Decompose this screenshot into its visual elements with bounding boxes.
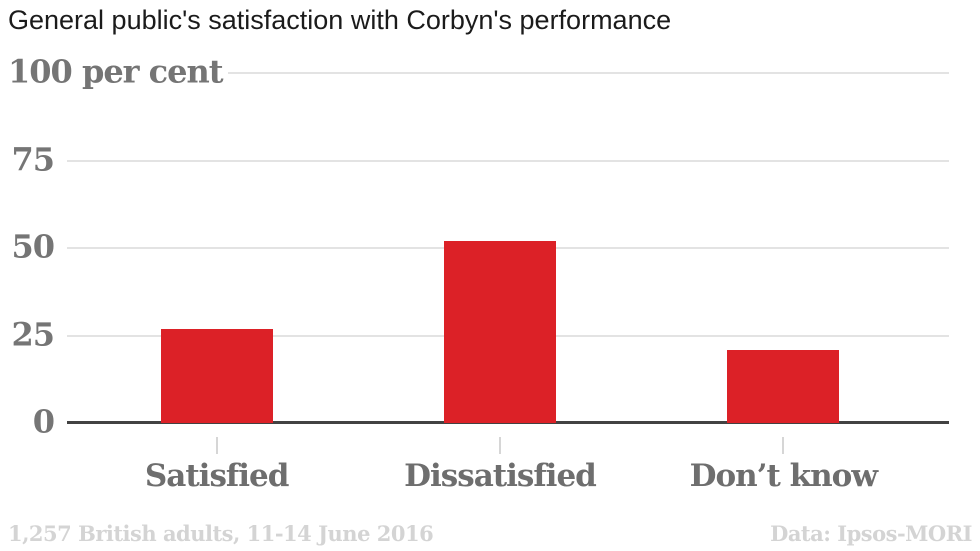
sample-note: 1,257 British adults, 11-14 June 2016 [8,521,434,546]
bar-satisfied [160,328,273,423]
y-axis-label-75: 75 [11,140,55,179]
x-axis-label-dissatisfied: Dissatisfied [404,458,597,494]
chart-footer: 1,257 British adults, 11-14 June 2016 Da… [8,523,972,544]
y-axis-label-0: 0 [32,402,55,441]
bar-dissatisfied [444,241,556,423]
x-axis-tick-dissatisfied [499,437,501,454]
gridline-100 [228,72,949,74]
chart-title: General public's satisfaction with Corby… [8,5,672,35]
data-source-note: Data: Ipsos-MORI [770,521,972,546]
gridline-75 [67,159,949,162]
y-axis-label-50: 50 [11,227,55,266]
y-axis-label-25: 25 [11,315,55,354]
bar-don-t-know [727,349,840,423]
x-axis-tick-don-t-know [782,437,785,454]
y-axis-label-100: 100 per cent [8,52,224,91]
x-axis-label-don-t-know: Don’t know [689,458,878,494]
x-axis-label-satisfied: Satisfied [144,458,290,494]
x-axis-tick-satisfied [215,437,218,454]
